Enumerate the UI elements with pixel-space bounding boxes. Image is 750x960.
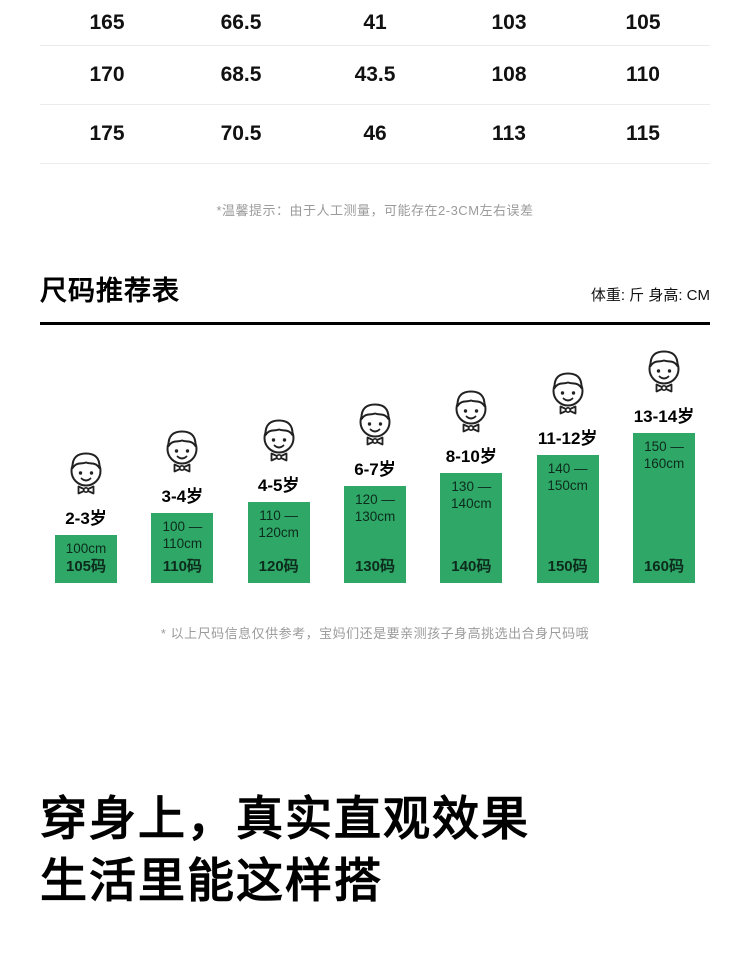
size-column: 2-3岁 100cm 105码 <box>55 448 117 583</box>
table-row: 175 70.5 46 113 115 <box>40 105 710 164</box>
bottom-heading-line2: 生活里能这样搭 <box>40 854 383 907</box>
size-code-label: 160码 <box>643 558 684 575</box>
age-label: 2-3岁 <box>65 509 107 528</box>
child-face-icon <box>448 386 494 440</box>
size-column: 6-7岁 120 — 130cm 130码 <box>343 399 406 583</box>
measurement-note: *温馨提示：由于人工测量，可能存在2-3CM左右误差 <box>216 203 534 218</box>
height-range-label: 100cm <box>65 541 107 556</box>
table-cell: 103 <box>491 10 527 34</box>
child-face-icon <box>352 399 398 453</box>
size-code-label: 110码 <box>162 558 202 575</box>
age-label: 13-14岁 <box>633 407 695 426</box>
size-section-header: 尺码推荐表 体重: 斤 身高: CM <box>40 269 710 325</box>
height-range-label: 140 — 150cm <box>547 461 588 493</box>
measurement-table: 165 66.5 41 103 105 170 68.5 43.5 108 110 175 70.5 4… <box>40 0 710 164</box>
unit-label: 体重: 斤 身高: CM <box>590 287 710 304</box>
size-column: 4-5岁 110 — 120cm 120码 <box>247 415 310 583</box>
age-label: 8-10岁 <box>445 447 497 466</box>
age-label: 6-7岁 <box>354 460 396 479</box>
size-code-label: 120码 <box>258 558 299 575</box>
size-column: 3-4岁 100 — 110cm 110码 <box>151 426 214 583</box>
size-column: 8-10岁 130 — 140cm 140码 <box>440 386 503 583</box>
table-cell: 170 <box>89 63 125 86</box>
size-column: 11-12岁 140 — 150cm 150码 <box>536 368 599 583</box>
size-bar: 110 — 120cm 120码 <box>247 502 310 583</box>
table-cell: 175 <box>89 122 125 145</box>
size-bar: 100 — 110cm 110码 <box>151 513 214 583</box>
height-range-label: 100 — 110cm <box>162 519 203 551</box>
height-range-label: 110 — 120cm <box>258 508 299 540</box>
child-face-icon <box>256 415 302 469</box>
height-range-label: 130 — 140cm <box>451 479 492 511</box>
age-label: 3-4岁 <box>161 487 204 506</box>
size-code-label: 140码 <box>451 558 492 575</box>
bottom-heading: 穿身上，真实直观效果 生活里能这样搭 <box>40 788 530 912</box>
child-face-icon <box>159 426 205 480</box>
table-row: 170 68.5 43.5 108 110 <box>40 46 710 105</box>
table-cell: 46 <box>363 122 387 145</box>
age-label: 11-12岁 <box>537 429 598 448</box>
size-bar: 140 — 150cm 150码 <box>536 455 599 583</box>
size-bar: 150 — 160cm 160码 <box>632 433 695 583</box>
child-face-icon <box>545 368 591 422</box>
table-cell: 66.5 <box>220 10 262 34</box>
size-chart: 2-3岁 100cm 105码 3-4岁 100 — 110cm 110码 4-5岁 110 … <box>55 343 695 583</box>
bottom-heading-line1: 穿身上，真实直观效果 <box>40 792 530 845</box>
size-code-label: 130码 <box>354 558 395 575</box>
table-row: 165 66.5 41 103 105 <box>40 0 710 46</box>
child-face-icon <box>63 448 109 502</box>
table-cell: 113 <box>492 122 526 145</box>
size-bar: 120 — 130cm 130码 <box>343 486 406 583</box>
size-bar: 130 — 140cm 140码 <box>440 473 503 583</box>
size-code-label: 150码 <box>547 558 588 575</box>
age-label: 4-5岁 <box>257 476 300 495</box>
size-bar: 100cm 105码 <box>55 535 117 583</box>
height-range-label: 120 — 130cm <box>354 492 396 524</box>
table-cell: 165 <box>89 10 125 34</box>
table-cell: 108 <box>491 63 527 86</box>
child-face-icon <box>641 346 687 400</box>
table-cell: 115 <box>626 122 660 145</box>
size-code-label: 105码 <box>65 558 107 575</box>
table-cell: 110 <box>626 63 660 86</box>
table-cell: 41 <box>363 10 387 34</box>
table-cell: 68.5 <box>220 63 262 86</box>
height-range-label: 150 — 160cm <box>643 439 685 471</box>
table-cell: 43.5 <box>354 63 396 86</box>
section-title: 尺码推荐表 <box>40 276 180 306</box>
table-cell: 70.5 <box>220 122 262 145</box>
size-column: 13-14岁 150 — 160cm 160码 <box>632 346 695 583</box>
chart-footnote: * 以上尺码信息仅供参考，宝妈们还是要亲测孩子身高挑选出合身尺码哦 <box>160 626 590 641</box>
table-cell: 105 <box>625 10 661 34</box>
